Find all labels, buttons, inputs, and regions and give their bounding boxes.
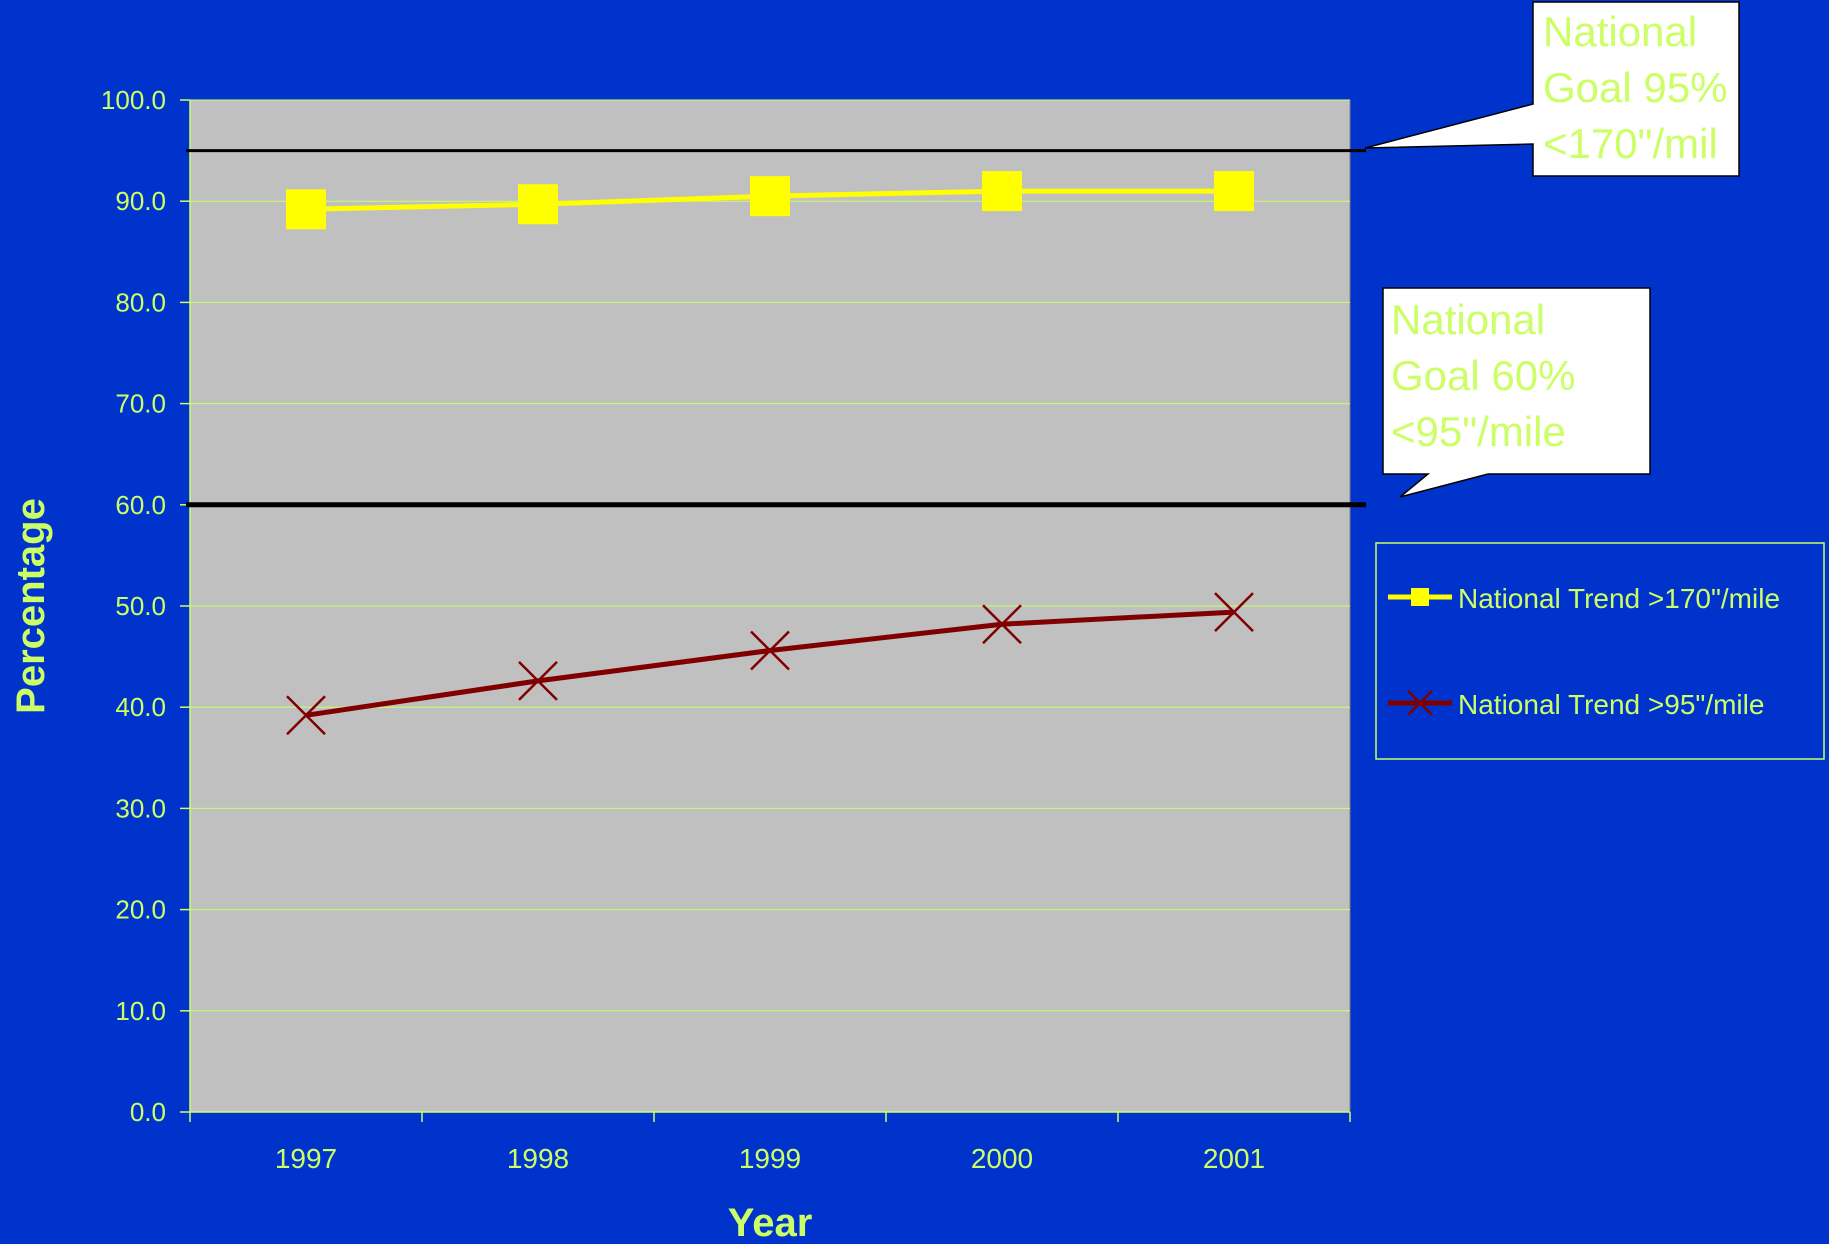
callout-goal-95: National Goal 95% <170"/mil (1364, 1, 1740, 177)
data-point-0-2000 (982, 171, 1022, 212)
data-point-0-1998 (518, 184, 558, 225)
data-point-0-2001 (1214, 171, 1254, 212)
legend-box (1375, 542, 1825, 760)
y-tick-label-8: 80.0 (115, 287, 166, 317)
x-axis-label: Year (728, 1201, 813, 1244)
legend-swatch-95-marker (1407, 690, 1433, 716)
y-axis-label: Percentage (9, 498, 53, 714)
data-point-1-2000 (982, 604, 1022, 645)
callout-goal-60-box (1382, 287, 1651, 498)
y-tick-label-3: 30.0 (115, 793, 166, 823)
goal-lines (186, 149, 1366, 508)
y-tick-label-9: 90.0 (115, 186, 166, 216)
y-tick-label-6: 60.0 (115, 490, 166, 520)
x-tick-label-1998: 1998 (507, 1143, 569, 1174)
x-tick-labels: 1997 1998 1999 2000 2001 (275, 1143, 1265, 1174)
x-tick-label-1999: 1999 (739, 1143, 801, 1174)
y-tick-label-7: 70.0 (115, 389, 166, 419)
legend-label-170: National Trend >170"/mile (1458, 583, 1780, 614)
legend: National Trend >170"/mile National Trend… (1375, 542, 1825, 760)
x-tick-label-2001: 2001 (1203, 1143, 1265, 1174)
data-point-1-1997 (286, 695, 326, 736)
callout-goal-60: National Goal 60% <95"/mile (1382, 287, 1651, 498)
callout-goal-95-line-3: <170"/mil (1543, 120, 1718, 167)
y-tick-label-2: 20.0 (115, 895, 166, 925)
series-group (286, 171, 1254, 736)
callout-goal-95-line-2: Goal 95% (1543, 64, 1727, 111)
data-point-0-1997 (286, 189, 326, 230)
x-tick-label-2000: 2000 (971, 1143, 1033, 1174)
callout-goal-95-box (1364, 1, 1740, 177)
y-tick-label-10: 100.0 (101, 85, 166, 115)
x-tick-label-1997: 1997 (275, 1143, 337, 1174)
callout-goal-60-line-3: <95"/mile (1391, 408, 1566, 455)
y-tick-label-0: 0.0 (130, 1097, 166, 1127)
data-point-0-1999 (750, 176, 790, 217)
y-tick-labels: 0.0 10.0 20.0 30.0 40.0 50.0 60.0 70.0 80.0 90.0 1… (101, 85, 166, 1127)
axes (180, 99, 1351, 1122)
data-point-1-1998 (518, 661, 558, 701)
y-tick-label-4: 40.0 (115, 692, 166, 722)
y-tick-label-5: 50.0 (115, 591, 166, 621)
y-tick-label-1: 10.0 (115, 996, 166, 1026)
callout-goal-60-line-1: National (1391, 296, 1545, 343)
legend-label-95: National Trend >95"/mile (1458, 689, 1764, 720)
data-point-1-1999 (750, 630, 790, 671)
data-point-1-2001 (1214, 592, 1254, 632)
callout-goal-95-line-1: National (1543, 8, 1697, 55)
callout-goal-60-line-2: Goal 60% (1391, 352, 1575, 399)
legend-swatch-170-marker (1411, 588, 1429, 606)
